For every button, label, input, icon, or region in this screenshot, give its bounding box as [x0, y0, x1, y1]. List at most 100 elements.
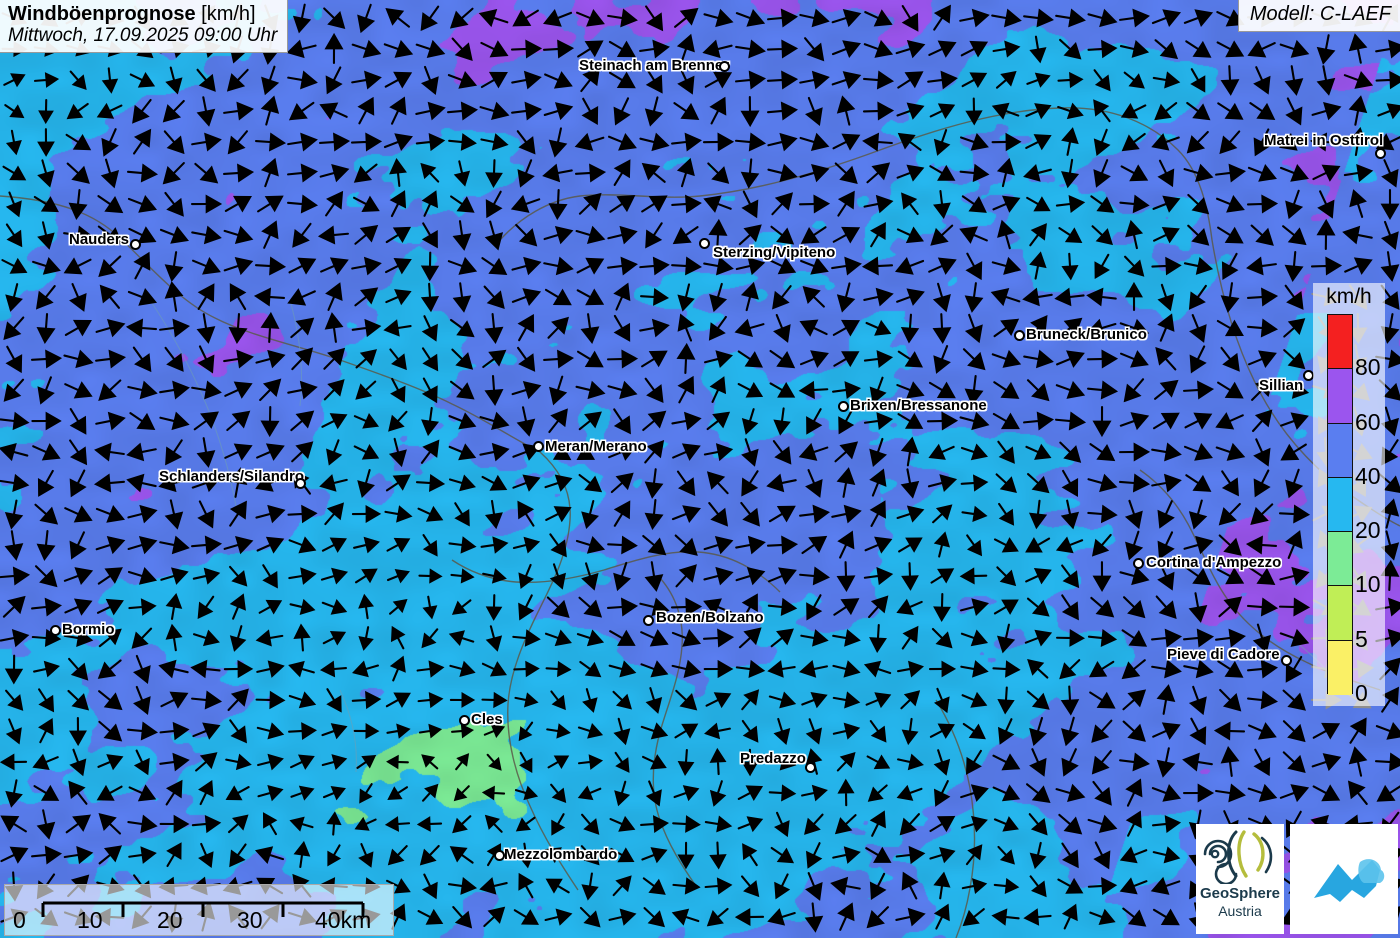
wind-arrow: [254, 132, 287, 152]
wind-arrow: [1347, 780, 1368, 805]
wind-arrow: [607, 225, 638, 245]
wind-arrow: [703, 443, 734, 462]
wind-arrow: [991, 908, 1020, 926]
wind-arrow: [288, 691, 317, 709]
wind-arrow: [95, 411, 126, 431]
wind-arrow: [900, 468, 920, 499]
wind-arrow: [1151, 442, 1182, 462]
wind-arrow: [518, 563, 534, 589]
wind-arrow: [257, 753, 284, 771]
wind-arrow: [1215, 442, 1246, 461]
wind-arrow: [543, 349, 574, 369]
wind-arrow: [896, 288, 925, 306]
wind-arrow: [1055, 195, 1086, 214]
wind-arrow: [422, 595, 438, 620]
river-line: [339, 689, 357, 773]
wind-arrow: [291, 441, 314, 463]
wind-arrow: [325, 66, 343, 95]
wind-arrow: [256, 443, 285, 461]
wind-arrow: [1119, 39, 1150, 58]
wind-arrow: [449, 846, 474, 864]
wind-arrow: [673, 102, 700, 121]
wind-arrow: [1059, 659, 1081, 680]
wind-arrow: [1, 257, 28, 274]
wind-arrow: [1094, 253, 1110, 280]
wind-arrow: [129, 72, 156, 88]
wind-arrow: [1026, 597, 1050, 617]
wind-arrow: [351, 504, 382, 524]
wind-arrow: [38, 717, 54, 744]
wind-arrow: [384, 257, 412, 275]
wind-arrow: [2, 165, 27, 181]
wind-arrow: [901, 717, 919, 746]
wind-arrow: [959, 598, 990, 616]
wind-arrow: [38, 688, 55, 713]
wind-arrow: [867, 784, 888, 802]
wind-arrow: [1279, 628, 1310, 647]
wind-arrow: [451, 723, 475, 739]
wind-arrow: [1059, 441, 1082, 463]
wind-arrow: [450, 380, 475, 400]
wind-arrow: [580, 813, 600, 835]
wind-arrow: [869, 468, 887, 497]
wind-arrow: [31, 597, 63, 617]
wind-arrow: [160, 691, 189, 709]
wind-arrow: [38, 98, 54, 125]
city-marker-dot: [1281, 655, 1292, 666]
wind-arrow: [1058, 227, 1083, 244]
wind-arrow: [30, 349, 63, 369]
wind-arrow: [549, 563, 566, 590]
wind-arrow: [863, 194, 894, 214]
wind-arrow: [517, 313, 535, 342]
wind-arrow: [671, 505, 701, 523]
wind-arrow: [805, 96, 823, 126]
wind-arrow: [95, 318, 126, 338]
wind-arrow: [191, 690, 223, 710]
wind-arrow: [863, 287, 894, 307]
wind-arrow: [991, 256, 1022, 275]
wind-arrow: [1029, 35, 1047, 64]
wind-arrow: [351, 690, 382, 710]
wind-arrow: [901, 5, 919, 32]
wind-arrow: [446, 101, 479, 121]
wind-arrow: [1221, 470, 1239, 497]
wind-arrow: [127, 380, 158, 400]
wind-arrow: [806, 408, 823, 435]
city-marker-dot: [533, 441, 544, 452]
blue-chevron-cloud-icon: [1314, 859, 1385, 902]
wind-arrow: [289, 816, 314, 832]
wind-arrow: [677, 66, 695, 95]
wind-arrow: [357, 469, 375, 498]
wind-arrow: [804, 813, 824, 835]
wind-arrow: [996, 157, 1015, 188]
wind-arrow: [1374, 752, 1400, 772]
wind-arrow: [1061, 564, 1080, 589]
wind-arrow: [478, 9, 509, 28]
wind-arrow: [961, 72, 988, 89]
wind-arrow: [485, 159, 503, 188]
wind-arrow: [613, 561, 632, 592]
wind-arrow: [1380, 406, 1399, 437]
wind-arrow: [836, 752, 856, 772]
wind-arrow: [641, 162, 666, 183]
wind-arrow: [548, 408, 568, 434]
wind-arrow: [321, 537, 347, 553]
wind-arrow: [1026, 72, 1051, 88]
wind-arrow: [895, 845, 926, 865]
wind-arrow: [1023, 908, 1052, 926]
wind-arrow: [703, 256, 734, 276]
wind-arrow: [158, 659, 189, 679]
wind-arrow: [387, 786, 409, 800]
wind-arrow: [896, 102, 925, 120]
wind-arrow: [1151, 9, 1182, 28]
wind-arrow: [513, 909, 540, 925]
wind-arrow: [1122, 907, 1147, 927]
border-line: [0, 195, 541, 453]
wind-arrow: [194, 162, 219, 184]
wind-arrow: [832, 319, 861, 337]
wind-arrow: [992, 195, 1021, 213]
wind-arrow: [228, 467, 248, 498]
wind-arrow: [1316, 218, 1336, 251]
wind-arrow: [964, 375, 984, 406]
